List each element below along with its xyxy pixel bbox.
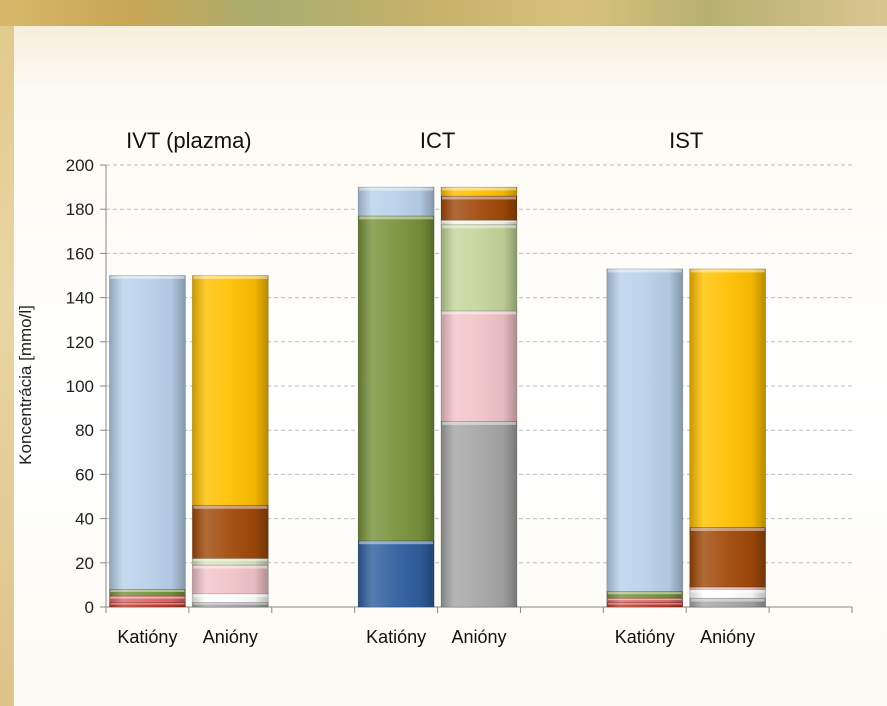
bar-segment-highlight xyxy=(359,187,434,191)
bar-segment-shade xyxy=(689,598,766,607)
y-tick-label: 100 xyxy=(66,377,94,396)
bar-segment-highlight xyxy=(442,421,516,425)
bar-segment-shade xyxy=(606,268,683,592)
y-tick-label: 160 xyxy=(66,244,94,263)
bar-segment-shade xyxy=(441,224,517,311)
bar-segment-highlight xyxy=(110,596,185,599)
bar-segment-shade xyxy=(358,540,435,607)
bar-segment-shade xyxy=(689,527,766,588)
bar-segment-shade xyxy=(689,268,766,528)
y-tick-label: 0 xyxy=(85,598,94,617)
y-tick-label: 80 xyxy=(75,421,94,440)
decorative-side-strip xyxy=(0,26,14,706)
decorative-banner xyxy=(0,0,887,26)
bar-segment-highlight xyxy=(193,505,268,509)
bar-segment-highlight xyxy=(607,592,682,595)
bar-segment-shade xyxy=(192,565,269,594)
bar-segment-shade xyxy=(606,591,683,599)
y-tick-label: 120 xyxy=(66,333,94,352)
bar-segment-shade xyxy=(689,589,766,599)
bar-segment-shade xyxy=(358,215,435,541)
x-category-label: Katióny xyxy=(615,627,675,647)
bar-segment-shade xyxy=(109,602,186,607)
bar-segment-shade xyxy=(689,587,766,590)
bar-segment-highlight xyxy=(110,603,185,605)
y-tick-label: 200 xyxy=(66,156,94,175)
bar-segment-highlight xyxy=(359,216,434,220)
x-category-label: Katióny xyxy=(117,627,177,647)
bar-segment-shade xyxy=(441,310,517,422)
bar-segment-highlight xyxy=(442,220,516,223)
bar-segment-highlight xyxy=(690,269,765,273)
bar-segment-highlight xyxy=(193,558,268,562)
bar-segment-shade xyxy=(109,589,186,596)
y-axis-label: Koncentrácia [mmo/l] xyxy=(16,305,35,465)
group-title: IST xyxy=(669,128,703,153)
x-category-label: Anióny xyxy=(700,627,755,647)
bar-segment-highlight xyxy=(359,541,434,545)
bar-segment-highlight xyxy=(442,225,516,229)
bar-segment-highlight xyxy=(607,603,682,605)
bar-segment-shade xyxy=(441,220,517,225)
bar-segment-shade xyxy=(441,195,517,221)
labels: 0 20 40 60 80 100 120 140 160 180 200 IVT (plazma) K… xyxy=(66,128,756,647)
bar-segment-highlight xyxy=(193,603,268,605)
bar-segment-highlight xyxy=(193,276,268,279)
bar-segment-highlight xyxy=(442,196,516,200)
bars xyxy=(109,186,767,608)
bar-segment-highlight xyxy=(607,598,682,601)
bar-segment-shade xyxy=(109,275,186,590)
bar-segment-shade xyxy=(192,593,269,603)
group-title: IVT (plazma) xyxy=(126,128,252,153)
bar-segment-shade xyxy=(192,558,269,566)
bar-segment-shade xyxy=(109,595,186,603)
y-tick-label: 40 xyxy=(75,510,94,529)
bar-segment-highlight xyxy=(110,589,185,593)
y-tick-label: 180 xyxy=(66,200,94,219)
y-tick-label: 20 xyxy=(75,554,94,573)
bar-segment-shade xyxy=(358,187,435,216)
bar-segment-highlight xyxy=(442,187,516,191)
bar-segment-shade xyxy=(441,187,517,196)
y-tick-label: 60 xyxy=(75,465,94,484)
bar-segment-highlight xyxy=(690,589,765,593)
bar-segment-shade xyxy=(192,275,269,506)
bar-segment-highlight xyxy=(690,598,765,602)
bar-segment-shade xyxy=(192,505,269,559)
x-category-label: Anióny xyxy=(451,627,506,647)
bar-segment-highlight xyxy=(110,276,185,279)
bar-segment-highlight xyxy=(193,594,268,598)
y-tick-label: 140 xyxy=(66,289,94,308)
bar-segment-shade xyxy=(192,602,269,607)
group-title: ICT xyxy=(420,128,455,153)
bar-segment-shade xyxy=(606,602,683,607)
x-category-label: Katióny xyxy=(366,627,426,647)
bar-segment-highlight xyxy=(442,311,516,315)
bar-segment-highlight xyxy=(690,527,765,531)
bar-segment-shade xyxy=(606,598,683,603)
x-category-label: Anióny xyxy=(203,627,258,647)
bar-segment-highlight xyxy=(607,269,682,273)
bar-segment-highlight xyxy=(193,565,268,569)
bar-segment-shade xyxy=(441,421,517,607)
